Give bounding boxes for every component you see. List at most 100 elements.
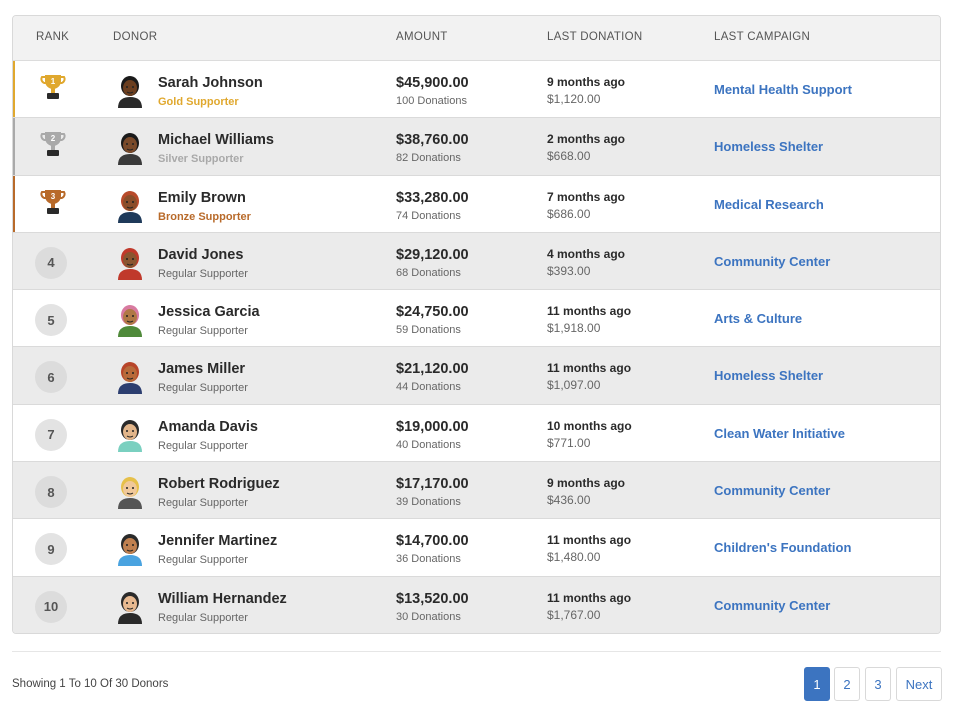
campaign-link[interactable]: Homeless Shelter <box>714 368 824 384</box>
rank-cell: 3 <box>35 189 67 222</box>
last-donation-time: 11 months ago <box>547 533 632 548</box>
table-row: 1 Sarah Johnson Gold Supporter $45,900.00 1… <box>13 61 940 119</box>
avatar-icon <box>118 76 142 108</box>
last-donation-amount: $393.00 <box>547 263 591 278</box>
table-row: 4 David Jones Regular Supporter $29,120.00… <box>13 232 940 291</box>
table-row: 10 William Hernandez Regular Supporter $13… <box>13 576 940 633</box>
campaign-link[interactable]: Community Center <box>714 597 831 613</box>
donation-count: 59 Donations <box>396 324 461 337</box>
last-donation-amount: $1,480.00 <box>547 550 601 565</box>
total-amount: $19,000.00 <box>396 418 469 435</box>
last-donation-amount: $1,918.00 <box>547 321 601 336</box>
last-donation-amount: $686.00 <box>547 206 591 221</box>
avatar-icon <box>118 477 142 510</box>
donor-name: Jessica Garcia <box>158 304 260 321</box>
donation-count: 36 Donations <box>396 553 461 566</box>
total-amount: $29,120.00 <box>396 246 469 263</box>
donor-name: Robert Rodriguez <box>158 476 280 493</box>
page-button-3[interactable]: 3 <box>865 667 891 701</box>
campaign-link[interactable]: Children's Foundation <box>714 540 852 556</box>
total-amount: $13,520.00 <box>396 590 469 607</box>
last-donation-amount: $436.00 <box>547 493 591 508</box>
table-header: RANK DONOR AMOUNT LAST DONATION LAST CAM… <box>13 16 940 61</box>
rank-badge: 4 <box>35 246 67 279</box>
page-button-1[interactable]: 1 <box>804 667 830 701</box>
avatar-icon <box>118 305 142 338</box>
next-page-button[interactable]: Next <box>896 667 942 701</box>
table-row: 6 James Miller Regular Supporter $21,120.0… <box>13 347 940 405</box>
last-donation-time: 7 months ago <box>547 189 626 204</box>
total-amount: $33,280.00 <box>396 189 469 206</box>
rank-badge: 6 <box>35 361 67 394</box>
donation-count: 40 Donations <box>396 438 461 451</box>
campaign-link[interactable]: Homeless Shelter <box>714 139 824 155</box>
avatar-icon <box>118 190 142 223</box>
header-donor: DONOR <box>113 31 158 43</box>
total-amount: $24,750.00 <box>396 304 469 321</box>
campaign-link[interactable]: Clean Water Initiative <box>714 425 845 441</box>
table-row: 7 Amanda Davis Regular Supporter $19,000.0… <box>13 405 940 463</box>
donor-name: Amanda Davis <box>158 418 258 435</box>
donor-name: Emily Brown <box>158 189 246 206</box>
donor-tier: Regular Supporter <box>158 267 248 280</box>
last-donation-time: 9 months ago <box>547 476 626 491</box>
donation-count: 82 Donations <box>396 152 461 165</box>
avatar-icon <box>118 133 142 166</box>
donor-name: James Miller <box>158 361 246 378</box>
header-last-campaign: LAST CAMPAIGN <box>714 31 811 43</box>
campaign-link[interactable]: Medical Research <box>714 196 824 212</box>
trophy-icon: 3 <box>40 189 66 214</box>
rank-cell: 1 <box>35 75 67 107</box>
donor-tier: Bronze Supporter <box>158 210 251 223</box>
trophy-icon: 1 <box>40 75 66 99</box>
page-button-2[interactable]: 2 <box>834 667 860 701</box>
donor-name: Sarah Johnson <box>158 75 263 91</box>
avatar-icon <box>118 419 142 452</box>
table-body: 1 Sarah Johnson Gold Supporter $45,900.00 1… <box>13 61 940 633</box>
last-donation-time: 11 months ago <box>547 590 632 605</box>
rank-cell: 4 <box>35 246 67 279</box>
total-amount: $14,700.00 <box>396 533 469 550</box>
donor-tier: Gold Supporter <box>158 96 239 108</box>
header-last-donation: LAST DONATION <box>547 31 643 43</box>
table-row: 3 Emily Brown Bronze Supporter $33,280.00 7… <box>13 175 940 233</box>
total-amount: $45,900.00 <box>396 75 469 91</box>
last-donation-time: 10 months ago <box>547 418 632 433</box>
rank-cell: 9 <box>35 533 67 566</box>
rank-badge: 7 <box>35 418 67 451</box>
table-row: 8 Robert Rodriguez Regular Supporter $17,1… <box>13 462 940 520</box>
campaign-link[interactable]: Community Center <box>714 483 831 499</box>
donor-name: William Hernandez <box>158 590 287 607</box>
donor-name: David Jones <box>158 246 244 263</box>
campaign-link[interactable]: Mental Health Support <box>714 82 852 97</box>
donor-name: Jennifer Martinez <box>158 533 278 550</box>
avatar-icon <box>118 591 142 624</box>
last-donation-time: 2 months ago <box>547 132 626 147</box>
header-rank: RANK <box>36 31 70 43</box>
campaign-link[interactable]: Community Center <box>714 253 831 269</box>
campaign-link[interactable]: Arts & Culture <box>714 311 803 327</box>
donation-count: 68 Donations <box>396 266 461 279</box>
rank-cell: 5 <box>35 304 67 337</box>
rank-badge: 10 <box>35 590 67 623</box>
trophy-rank-number: 3 <box>51 192 56 201</box>
donor-tier: Regular Supporter <box>158 497 248 510</box>
total-amount: $21,120.00 <box>396 361 469 378</box>
last-donation-amount: $771.00 <box>547 435 591 450</box>
last-donation-time: 4 months ago <box>547 246 626 261</box>
rank-cell: 2 <box>35 132 67 164</box>
total-amount: $38,760.00 <box>396 132 469 149</box>
donation-count: 30 Donations <box>396 610 461 623</box>
table-row: 9 Jennifer Martinez Regular Supporter $14,… <box>13 519 940 577</box>
donation-count: 39 Donations <box>396 496 461 509</box>
last-donation-time: 9 months ago <box>547 75 626 89</box>
donation-count: 74 Donations <box>396 209 461 222</box>
footer-divider <box>12 651 941 652</box>
rank-cell: 7 <box>35 418 67 451</box>
header-amount: AMOUNT <box>396 31 448 43</box>
rank-accent-bar <box>13 175 15 232</box>
rank-accent-bar <box>13 118 15 175</box>
rank-cell: 8 <box>35 476 67 509</box>
trophy-rank-number: 1 <box>51 77 56 86</box>
donor-tier: Regular Supporter <box>158 611 248 624</box>
